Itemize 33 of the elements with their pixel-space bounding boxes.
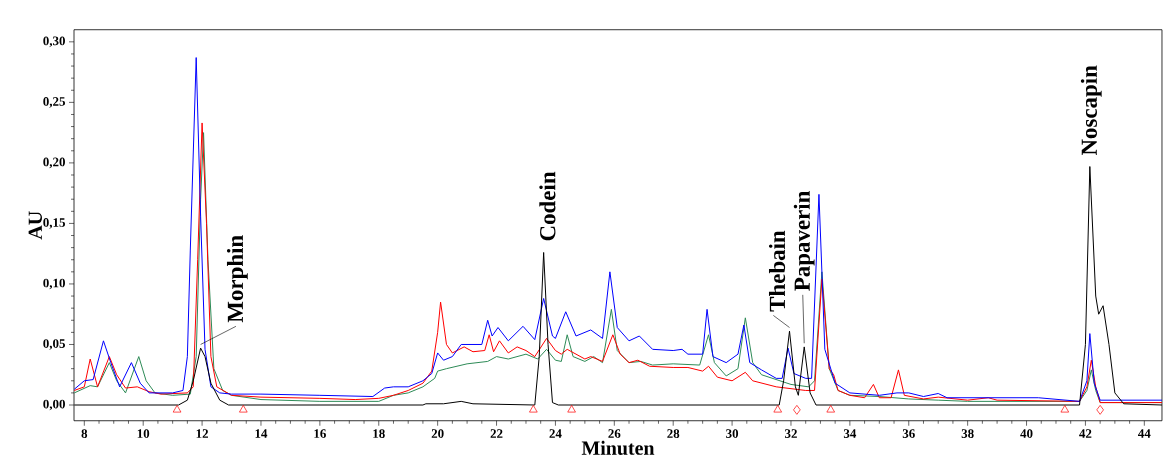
annotation: Papaverin xyxy=(793,190,815,291)
x-tick-label: 14 xyxy=(255,429,268,438)
x-tick-label: 12 xyxy=(196,429,209,438)
x-tick-label: 16 xyxy=(314,429,326,438)
x-axis-title: Minuten xyxy=(581,440,655,455)
annotation: Codein xyxy=(539,171,556,241)
annotation: Morphin xyxy=(226,235,248,323)
y-tick-label: 0,20 xyxy=(43,157,65,169)
y-tick-label: 0,25 xyxy=(43,97,65,108)
x-tick-label: 8 xyxy=(81,429,88,438)
x-tick-label: 42 xyxy=(1079,429,1092,438)
x-tick-label: 20 xyxy=(431,429,444,438)
x-tick-label: 28 xyxy=(667,429,680,438)
annotation: Thebain xyxy=(768,230,786,312)
x-tick-label: 32 xyxy=(784,429,797,438)
x-tick-label: 44 xyxy=(1138,429,1151,438)
x-tick-label: 18 xyxy=(373,429,385,438)
y-tick-label: 0,30 xyxy=(43,36,65,48)
x-tick-label: 24 xyxy=(549,429,562,438)
y-tick-label: 0,05 xyxy=(43,339,65,350)
x-tick-label: 22 xyxy=(490,429,503,438)
y-tick-label: 0,10 xyxy=(43,278,65,290)
x-tick-label: 10 xyxy=(137,429,150,438)
y-tick-label: 0,00 xyxy=(43,399,65,411)
x-tick-label: 34 xyxy=(843,429,857,438)
x-tick-label: 26 xyxy=(608,429,621,438)
x-tick-label: 40 xyxy=(1020,429,1033,438)
x-tick-label: 36 xyxy=(902,429,915,438)
y-tick-label: 0,15 xyxy=(43,218,65,229)
x-tick-label: 38 xyxy=(961,429,974,438)
y-axis-title: AU xyxy=(28,211,42,240)
x-tick-label: 30 xyxy=(726,429,739,438)
annotation: Noscapin xyxy=(1080,65,1102,156)
